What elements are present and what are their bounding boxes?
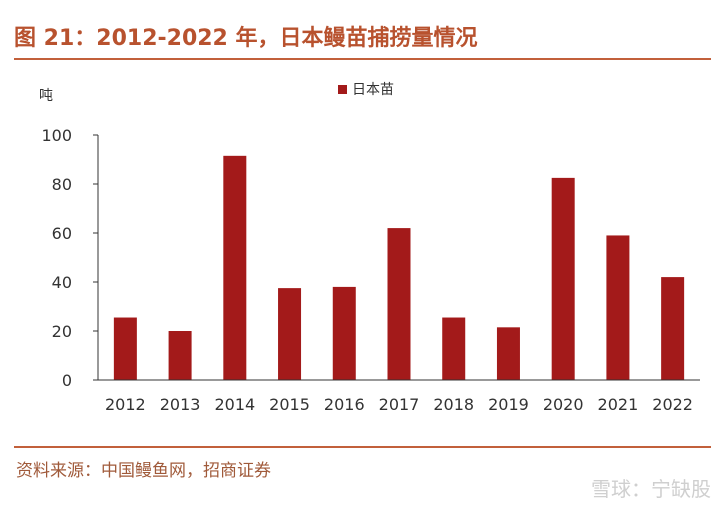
source-note: 资料来源：中国鳗鱼网，招商证券 (16, 461, 271, 481)
bar-2021 (606, 235, 630, 380)
x-tick-label: 2020 (543, 395, 584, 414)
x-tick-label: 2012 (105, 395, 146, 414)
x-tick-label: 2017 (379, 395, 420, 414)
footer-divider (14, 446, 711, 448)
watermark: 雪球：宁缺股 (591, 477, 711, 501)
bar-2012 (113, 317, 137, 380)
bar-series (113, 155, 685, 380)
y-tick-label: 20 (52, 322, 72, 341)
bar-2018 (442, 317, 466, 380)
x-tick-label: 2022 (652, 395, 693, 414)
title-divider (14, 58, 711, 60)
x-tick-label: 2016 (324, 395, 365, 414)
bar-2015 (278, 288, 302, 380)
y-tick-label: 80 (52, 175, 72, 194)
x-tick-label: 2018 (433, 395, 474, 414)
y-tick-label: 60 (52, 224, 72, 243)
chart-legend: 日本苗 (338, 82, 394, 98)
y-tick-label: 40 (52, 273, 72, 292)
bar-2014 (223, 155, 247, 380)
page-title: 图 21：2012-2022 年，日本鳗苗捕捞量情况 (14, 26, 478, 51)
bar-2019 (496, 327, 520, 380)
legend-label: 日本苗 (352, 82, 394, 98)
y-axis-unit-label: 吨 (39, 88, 53, 104)
x-tick-label: 2013 (160, 395, 201, 414)
bar-2020 (551, 177, 575, 380)
x-axis: 2012 2013 2014 2015 2016 2017 2018 2019 2020 2021… (98, 379, 700, 414)
legend-swatch (338, 85, 347, 94)
y-tick-label: 0 (62, 371, 72, 390)
x-tick-label: 2021 (598, 395, 639, 414)
bar-2016 (332, 286, 356, 380)
bar-2017 (387, 228, 411, 380)
y-tick-label: 100 (41, 126, 72, 145)
x-tick-label: 2015 (269, 395, 310, 414)
bar-2013 (168, 331, 192, 380)
y-axis: 0 20 40 60 80 100 (41, 126, 99, 390)
x-tick-label: 2019 (488, 395, 529, 414)
x-tick-label: 2014 (214, 395, 255, 414)
bar-2022 (661, 277, 685, 380)
